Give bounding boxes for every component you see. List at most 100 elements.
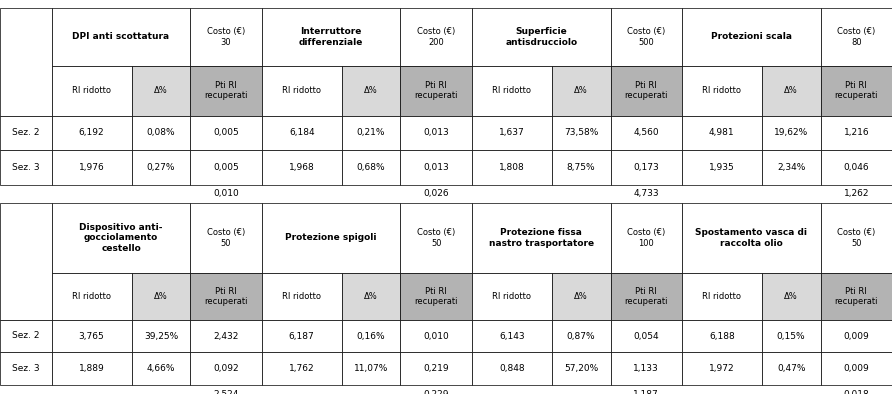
Text: Δ%: Δ% [574, 86, 588, 95]
Text: 1,133: 1,133 [633, 364, 659, 373]
Text: 1,262: 1,262 [844, 190, 869, 198]
Text: Δ%: Δ% [364, 292, 378, 301]
Text: RI ridotto: RI ridotto [72, 292, 112, 301]
Bar [0, 115, 52, 150]
Text: 1,216: 1,216 [844, 128, 869, 138]
Bar [681, 352, 762, 385]
Text: Δ%: Δ% [154, 292, 168, 301]
Text: 73,58%: 73,58% [564, 128, 599, 138]
Text: Pti RI
recuperati: Pti RI recuperati [415, 81, 458, 100]
Text: RI ridotto: RI ridotto [72, 86, 112, 95]
Text: 4,560: 4,560 [633, 128, 659, 138]
Text: 0,026: 0,026 [424, 190, 449, 198]
Bar [0, 352, 52, 385]
Bar [262, 115, 342, 150]
Bar [401, 273, 472, 320]
Bar [551, 273, 610, 320]
Text: 106: 106 [637, 230, 656, 240]
Text: Dispositivo anti-
gocciolamento
cestello: Dispositivo anti- gocciolamento cestello [79, 223, 163, 253]
Bar [131, 320, 190, 352]
Text: 0,046: 0,046 [844, 163, 869, 172]
Bar [821, 8, 892, 66]
Bar [52, 273, 131, 320]
Text: 0,47%: 0,47% [777, 364, 805, 373]
Bar [821, 320, 892, 352]
Text: RI ridotto: RI ridotto [702, 292, 741, 301]
Text: 0,013: 0,013 [424, 163, 449, 172]
Bar [472, 115, 551, 150]
Bar [262, 352, 342, 385]
Bar [610, 203, 681, 273]
Text: Pti RI
recuperati: Pti RI recuperati [204, 286, 248, 306]
Text: 11,07%: 11,07% [354, 364, 388, 373]
Text: Sez. 2: Sez. 2 [12, 331, 39, 340]
Bar [342, 115, 401, 150]
Text: RI ridotto: RI ridotto [492, 86, 532, 95]
Bar [342, 66, 401, 115]
Text: 0,16%: 0,16% [357, 331, 385, 340]
Bar [0, 203, 52, 320]
Text: Costo (€)
200: Costo (€) 200 [417, 27, 455, 46]
Text: 0,229: 0,229 [424, 390, 449, 394]
Bar [551, 115, 610, 150]
Text: 0,005: 0,005 [213, 128, 239, 138]
Bar [821, 66, 892, 115]
Bar [342, 352, 401, 385]
Text: 0,87%: 0,87% [566, 331, 596, 340]
Text: 1,187: 1,187 [633, 390, 659, 394]
Bar [190, 203, 262, 273]
Bar [472, 150, 551, 185]
Text: Protezione spigoli: Protezione spigoli [285, 234, 377, 242]
Text: 6,184: 6,184 [289, 128, 315, 138]
Bar [681, 8, 821, 66]
Text: 6,187: 6,187 [289, 331, 315, 340]
Text: Δ%: Δ% [784, 86, 798, 95]
Bar [821, 115, 892, 150]
Text: Sez. 3: Sez. 3 [12, 364, 39, 373]
Text: Costo (€)
500: Costo (€) 500 [627, 27, 665, 46]
Text: RI ridotto: RI ridotto [492, 292, 532, 301]
Text: 2860: 2860 [214, 230, 238, 240]
Bar [762, 352, 821, 385]
Bar [52, 320, 131, 352]
Text: Costo (€)
80: Costo (€) 80 [838, 27, 875, 46]
Bar [762, 320, 821, 352]
Bar [610, 115, 681, 150]
Text: 1,808: 1,808 [499, 163, 524, 172]
Text: Pti RI
recuperati: Pti RI recuperati [624, 286, 668, 306]
Bar [342, 320, 401, 352]
Text: 19,62%: 19,62% [774, 128, 808, 138]
Bar [681, 203, 821, 273]
Text: Pti RI
recuperati: Pti RI recuperati [624, 81, 668, 100]
Bar [681, 150, 762, 185]
Text: Costo (€)
100: Costo (€) 100 [627, 228, 665, 248]
Text: Sez. 2: Sez. 2 [12, 128, 39, 138]
Text: 0,010: 0,010 [424, 331, 449, 340]
Text: 0,018: 0,018 [844, 390, 869, 394]
Bar [190, 115, 262, 150]
Bar [610, 320, 681, 352]
Bar [821, 203, 892, 273]
Bar [262, 273, 342, 320]
Text: 1,889: 1,889 [78, 364, 104, 373]
Bar [342, 273, 401, 320]
Bar [610, 352, 681, 385]
Bar [342, 150, 401, 185]
Text: 0,092: 0,092 [213, 364, 239, 373]
Text: 6,192: 6,192 [78, 128, 104, 138]
Text: 1,972: 1,972 [709, 364, 735, 373]
Text: 63: 63 [850, 230, 863, 240]
Text: 6,188: 6,188 [709, 331, 735, 340]
Text: Δ%: Δ% [364, 86, 378, 95]
Bar [762, 66, 821, 115]
Bar [610, 273, 681, 320]
Text: 1,762: 1,762 [289, 364, 315, 373]
Bar [262, 150, 342, 185]
Bar [401, 203, 472, 273]
Bar [681, 66, 762, 115]
Text: Costo (€)
50: Costo (€) 50 [838, 228, 875, 248]
Text: Costo (€)
50: Costo (€) 50 [417, 228, 455, 248]
Bar [610, 8, 681, 66]
Text: 2,524: 2,524 [213, 390, 239, 394]
Bar [821, 273, 892, 320]
